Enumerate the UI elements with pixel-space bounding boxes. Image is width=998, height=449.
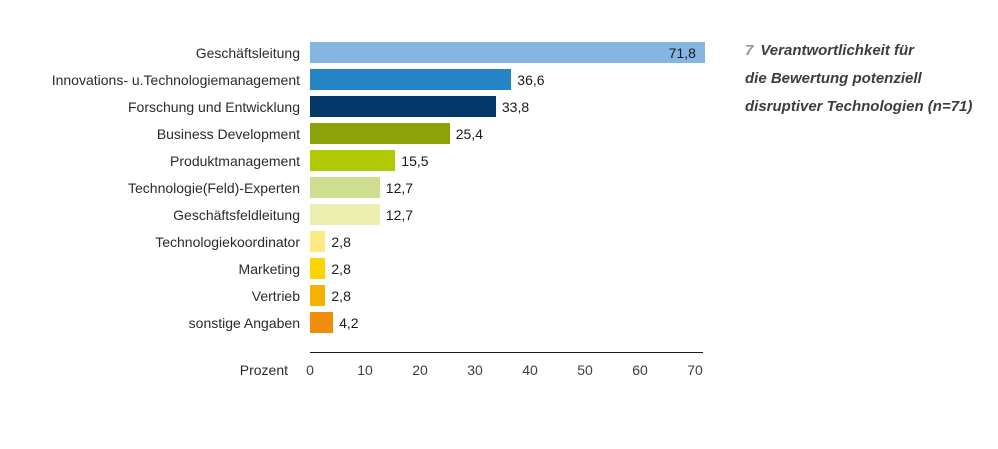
value-label: 25,4 <box>455 125 483 142</box>
bar-track: 2,8 <box>310 231 760 252</box>
value-label: 2,8 <box>331 233 351 250</box>
x-axis-tick-label: 70 <box>687 362 703 378</box>
bar-track: 12,7 <box>310 177 760 198</box>
value-label: 4,2 <box>339 314 359 331</box>
bar-row: Innovations- u.Technologiemanagement 36,6 <box>0 66 760 93</box>
category-label: sonstige Angaben <box>188 314 300 331</box>
category-label: Geschäftsleitung <box>195 44 300 61</box>
bar-row: Technologie(Feld)-Experten 12,7 <box>0 174 760 201</box>
category-label: Vertrieb <box>251 287 300 304</box>
bar-row: Geschäftsfeldleitung 12,7 <box>0 201 760 228</box>
bar <box>310 231 326 252</box>
bar <box>310 204 380 225</box>
bar-row: Vertrieb 2,8 <box>0 282 760 309</box>
x-axis-tick-label: 20 <box>412 362 428 378</box>
value-label: 2,8 <box>331 287 351 304</box>
caption-line: disruptiver Technologien (n=71) <box>745 98 973 115</box>
x-axis-line <box>310 352 703 353</box>
category-label: Innovations- u.Technologiemanagement <box>51 71 300 88</box>
bar-track: 15,5 <box>310 150 760 171</box>
category-label: Produktmanagement <box>170 152 300 169</box>
bar <box>310 258 326 279</box>
bar-track: 4,2 <box>310 312 760 333</box>
x-axis-tick-label: 50 <box>577 362 593 378</box>
category-label: Geschäftsfeldleitung <box>173 206 300 223</box>
x-axis-label: Prozent <box>239 362 288 378</box>
value-label: 12,7 <box>385 206 414 223</box>
bar-row: Geschäftsleitung 71,8 <box>0 39 760 66</box>
x-axis-ticks: 0 10 20 30 40 50 60 70 <box>306 362 703 380</box>
category-label: Marketing <box>238 260 300 277</box>
bar-track: 12,7 <box>310 204 760 225</box>
bar <box>310 150 396 171</box>
bar-track: 2,8 <box>310 285 760 306</box>
figure-number: 7 <box>745 42 754 59</box>
bar-row: Business Development 25,4 <box>0 120 760 147</box>
x-axis-tick-label: 30 <box>467 362 483 378</box>
bar <box>310 285 326 306</box>
category-label: Technologiekoordinator <box>155 233 300 250</box>
bar-track: 71,8 <box>310 42 760 63</box>
value-label: 36,6 <box>517 71 545 88</box>
caption-text: Verantwortlichkeit für <box>760 42 914 59</box>
bar <box>310 177 380 198</box>
bar <box>310 69 512 90</box>
value-label: 33,8 <box>501 98 530 115</box>
bar-row: Marketing 2,8 <box>0 255 760 282</box>
caption-line: 7 Verantwortlichkeit für <box>745 37 990 65</box>
bar-row: Technologiekoordinator 2,8 <box>0 228 760 255</box>
bar <box>310 312 334 333</box>
bar-track: 25,4 <box>310 123 760 144</box>
bar-chart: Geschäftsleitung 71,8 Innovations- u.Techn… <box>0 39 760 336</box>
bar-track: 36,6 <box>310 69 760 90</box>
x-axis-tick-label: 0 <box>306 362 314 378</box>
x-axis-tick-label: 10 <box>357 362 373 378</box>
bar <box>310 96 496 117</box>
category-label: Technologie(Feld)-Experten <box>128 179 300 196</box>
bar-row: Produktmanagement 15,5 <box>0 147 760 174</box>
bar-row: sonstige Angaben 4,2 <box>0 309 760 336</box>
bar <box>310 123 450 144</box>
x-axis-tick-label: 60 <box>632 362 648 378</box>
value-label: 12,7 <box>385 179 414 196</box>
figure-caption: 7 Verantwortlichkeit für die Bewertung po… <box>745 37 990 121</box>
bar-row: Forschung und Entwicklung 33,8 <box>0 93 760 120</box>
value-label: 2,8 <box>331 260 351 277</box>
value-label: 71,8 <box>668 44 696 61</box>
value-label: 15,5 <box>401 152 429 169</box>
bar-track: 2,8 <box>310 258 760 279</box>
x-axis-tick-label: 40 <box>522 362 538 378</box>
category-label: Business Development <box>156 125 300 142</box>
category-label: Forschung und Entwicklung <box>128 98 300 115</box>
bar: 71,8 <box>310 42 705 63</box>
bar-track: 33,8 <box>310 96 760 117</box>
caption-line: die Bewertung potenziell <box>745 70 922 87</box>
